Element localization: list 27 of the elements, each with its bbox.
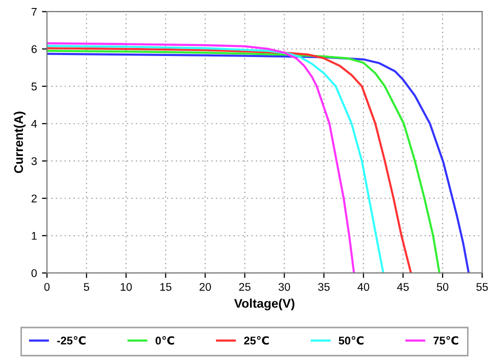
y-tick-label: 6 xyxy=(32,45,37,54)
x-tick-label: 25 xyxy=(239,282,250,291)
legend-label: 25℃ xyxy=(244,336,269,345)
x-tick-label: 35 xyxy=(318,282,330,291)
x-tick-label: 5 xyxy=(84,283,90,291)
legend-label: 75℃ xyxy=(434,336,458,345)
x-tick-label: 50 xyxy=(436,282,448,291)
legend-label: 50℃ xyxy=(338,336,364,345)
y-tick-label: 4 xyxy=(31,120,37,128)
x-tick-label: 45 xyxy=(397,283,409,291)
x-tick-label: 0 xyxy=(44,282,50,291)
x-axis-title: Voltage(V) xyxy=(234,298,294,310)
x-tick-label: 10 xyxy=(120,282,132,291)
x-tick-label: 15 xyxy=(160,283,172,291)
y-tick-label: 5 xyxy=(31,82,37,90)
y-tick-label: 2 xyxy=(32,194,37,202)
x-tick-label: 20 xyxy=(200,282,211,291)
x-tick-label: 55 xyxy=(476,283,488,291)
legend-label: -25℃ xyxy=(57,336,86,345)
y-tick-label: 3 xyxy=(31,157,37,166)
y-tick-label: 1 xyxy=(32,232,37,240)
x-tick-label: 30 xyxy=(278,282,290,291)
y-tick-label: 0 xyxy=(31,269,37,278)
x-tick-label: 40 xyxy=(358,282,370,291)
legend-label: 0℃ xyxy=(156,336,174,345)
y-axis-title: Current(A) xyxy=(14,112,26,174)
y-tick-label: 7 xyxy=(32,8,37,16)
